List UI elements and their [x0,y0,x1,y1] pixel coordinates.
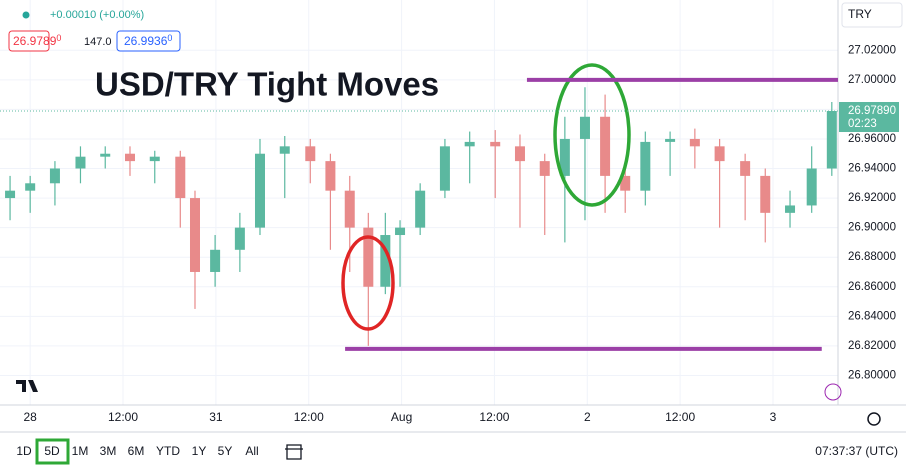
candle-body [714,146,725,162]
x-tick-label: 12:00 [108,410,138,424]
plot [5,87,837,346]
candle-body [5,190,16,199]
y-tick-label: 26.84000 [848,310,896,322]
candle-body [234,227,245,250]
y-tick-label: 26.90000 [848,222,896,234]
candle-body [189,198,200,272]
candle-body [785,205,796,213]
candle-body [100,153,111,157]
candle-body [344,190,355,228]
candle-body [363,227,374,287]
candle-body [305,146,316,162]
timeframe-button[interactable]: 5Y [218,444,233,458]
candle-body [689,138,700,147]
x-tick-label: 12:00 [479,410,509,424]
candle-body [514,146,525,162]
y-tick-label: 27.00000 [848,74,896,86]
candle-body [175,156,186,199]
ask: 26.99360 [124,33,172,48]
last-price-badge [839,102,899,133]
candle-body [325,161,336,191]
x-tick-label: 28 [23,410,37,424]
timeframe-button[interactable]: 5D [44,444,60,458]
candle-body [640,141,651,191]
y-tick-label: 26.82000 [848,340,896,352]
x-tick-label: 31 [209,410,223,424]
candle-body [760,175,771,213]
clock: 07:37:37 (UTC) [815,444,898,458]
y-tick-label: 27.02000 [848,44,896,56]
candle-body [415,190,426,228]
candle-body [620,175,631,191]
alert-icon[interactable] [824,383,842,401]
timeframe-button[interactable]: 1M [72,444,89,458]
candle-body [210,249,221,272]
ask-main: 26.9936 [124,34,168,48]
green-circle [553,63,631,207]
candle-body [439,146,450,191]
candle-body [740,161,751,176]
timeframe-button[interactable]: YTD [156,444,180,458]
candle-body [254,153,265,228]
currency-select[interactable] [841,2,903,28]
countdown: 02:23 [848,118,877,130]
currency: TRY [848,7,872,21]
timeframe-button[interactable]: 1D [16,444,32,458]
candle-body [539,161,550,176]
bid-box [8,30,50,52]
candle-body [279,146,290,154]
candle-body [395,227,406,236]
status-dot [22,11,30,19]
candle-body [25,183,36,191]
settings-icon[interactable] [867,412,881,426]
active-timeframe [35,438,70,465]
timeframe-button[interactable]: All [245,444,258,458]
candle-body [806,168,817,206]
candle-body [826,111,837,169]
candle-body [49,168,60,184]
x-tick-label: 12:00 [665,410,695,424]
candle-body [124,153,135,162]
candle-body [579,116,590,139]
x-tick-label: 3 [770,410,777,424]
chart-title: USD/TRY Tight Moves [95,66,439,103]
y-tick-label: 26.94000 [848,163,896,175]
bid: 26.97890 [13,33,61,48]
y-tick-label: 26.96000 [848,133,896,145]
candle-body [75,156,86,169]
bid-main: 26.9789 [13,34,57,48]
timeframe-button[interactable]: 6M [128,444,145,458]
candle-body [464,141,475,147]
candle-body [380,235,391,287]
y-tick-label: 26.88000 [848,251,896,263]
x-tick-label: 12:00 [294,410,324,424]
timeframe-button[interactable]: 3M [100,444,117,458]
y-tick-label: 26.92000 [848,192,896,204]
spread: 147.0 [84,36,112,48]
logo [16,380,38,392]
timeframes: 1D 5D 1M 3M 6M YTD 1Y 5Y All [16,444,258,458]
date-range-icon[interactable] [285,444,303,460]
y-tick-label: 26.86000 [848,281,896,293]
candle-body [559,138,570,176]
change: +0.00010 (+0.00%) [50,9,144,21]
candle-body [665,138,676,142]
last-price-label: 26.97890 [848,105,896,117]
bid-suffix: 0 [56,33,61,43]
x-tick-label: Aug [391,410,412,424]
y-tick-label: 26.80000 [848,369,896,381]
timeframe-button[interactable]: 1Y [192,444,207,458]
ask-suffix: 0 [167,33,172,43]
x-tick-label: 2 [584,410,591,424]
candle-body [149,156,160,162]
candle-body [490,141,501,147]
candle-body [600,116,611,176]
red-circle [341,235,395,331]
ask-box [116,30,181,52]
